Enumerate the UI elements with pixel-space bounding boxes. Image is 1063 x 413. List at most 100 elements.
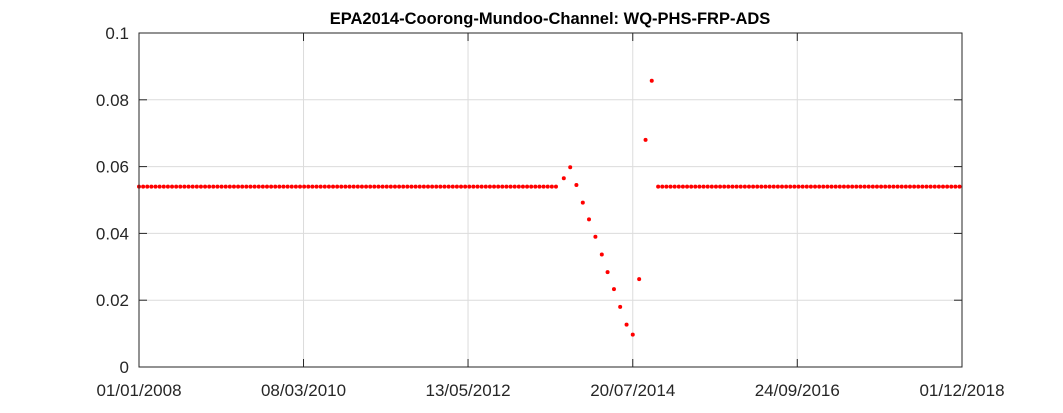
data-point xyxy=(347,184,352,189)
data-point xyxy=(870,184,875,189)
data-point xyxy=(264,184,269,189)
data-point xyxy=(384,184,389,189)
data-point xyxy=(231,184,236,189)
data-point xyxy=(459,184,464,189)
data-point xyxy=(293,184,298,189)
data-point xyxy=(792,184,797,189)
data-point xyxy=(285,184,290,189)
x-tick-label: 01/01/2008 xyxy=(96,381,181,400)
data-point xyxy=(660,184,665,189)
data-point xyxy=(862,184,867,189)
data-point xyxy=(664,184,669,189)
data-point xyxy=(804,184,809,189)
y-tick-label: 0.08 xyxy=(96,91,129,110)
ticks-layer: 01/01/2008 08/03/2010 13/05/2012 20/07/2014… xyxy=(96,24,1005,400)
data-point xyxy=(409,184,414,189)
data-point xyxy=(561,176,566,181)
data-point xyxy=(656,184,661,189)
data-point xyxy=(874,184,879,189)
data-point xyxy=(841,184,846,189)
data-point xyxy=(401,184,406,189)
data-point xyxy=(203,184,208,189)
data-point xyxy=(680,184,685,189)
data-point xyxy=(376,184,381,189)
data-point xyxy=(529,184,534,189)
data-point xyxy=(726,184,731,189)
data-point xyxy=(256,184,261,189)
data-point xyxy=(734,184,739,189)
data-point xyxy=(936,184,941,189)
data-point xyxy=(928,184,933,189)
data-point xyxy=(359,184,364,189)
data-point xyxy=(331,184,336,189)
x-tick-label: 01/12/2018 xyxy=(919,381,1004,400)
data-point xyxy=(611,287,616,292)
data-point xyxy=(924,184,929,189)
data-point xyxy=(397,184,402,189)
data-point xyxy=(496,184,501,189)
data-point xyxy=(388,184,393,189)
data-point xyxy=(751,184,756,189)
data-point xyxy=(533,184,538,189)
data-point xyxy=(207,184,212,189)
data-point xyxy=(907,184,912,189)
data-point xyxy=(240,184,245,189)
data-point xyxy=(525,184,530,189)
data-point xyxy=(689,184,694,189)
x-tick-label: 20/07/2014 xyxy=(590,381,675,400)
data-point xyxy=(219,184,224,189)
data-point xyxy=(817,184,822,189)
data-point xyxy=(637,277,642,282)
data-point xyxy=(434,184,439,189)
data-point xyxy=(775,184,780,189)
data-point xyxy=(471,184,476,189)
data-point xyxy=(738,184,743,189)
data-point xyxy=(446,184,451,189)
data-point xyxy=(289,184,294,189)
data-point xyxy=(314,184,319,189)
data-point xyxy=(372,184,377,189)
y-tick-label: 0.04 xyxy=(96,224,129,243)
data-point xyxy=(912,184,917,189)
data-point xyxy=(899,184,904,189)
data-point xyxy=(442,184,447,189)
data-point xyxy=(685,184,690,189)
data-point xyxy=(788,184,793,189)
data-point xyxy=(630,332,635,337)
data-point xyxy=(157,184,162,189)
data-point xyxy=(335,184,340,189)
y-tick-label: 0.1 xyxy=(105,24,129,43)
data-point xyxy=(310,184,315,189)
data-point xyxy=(808,184,813,189)
data-point xyxy=(438,184,443,189)
data-point xyxy=(178,184,183,189)
data-point xyxy=(355,184,360,189)
data-point xyxy=(306,184,311,189)
plot-frame xyxy=(138,32,963,368)
data-point xyxy=(153,184,158,189)
data-point xyxy=(858,184,863,189)
data-point xyxy=(780,184,784,189)
data-point xyxy=(223,184,228,189)
axes-layer xyxy=(138,32,963,368)
data-point xyxy=(742,184,747,189)
data-point xyxy=(796,184,801,189)
data-point xyxy=(837,184,842,189)
data-point xyxy=(322,184,327,189)
data-point xyxy=(252,184,257,189)
data-point xyxy=(825,184,830,189)
data-point xyxy=(705,184,710,189)
x-tick-label: 13/05/2012 xyxy=(425,381,510,400)
data-point xyxy=(508,184,513,189)
chart-title: EPA2014-Coorong-Mundoo-Channel: WQ-PHS-F… xyxy=(330,10,771,28)
data-point xyxy=(709,184,714,189)
data-point xyxy=(269,184,274,189)
data-point xyxy=(701,184,706,189)
data-point xyxy=(771,184,776,189)
grid-layer xyxy=(138,32,963,368)
data-point xyxy=(339,184,344,189)
data-point xyxy=(186,184,191,189)
data-point xyxy=(821,184,826,189)
data-point xyxy=(500,184,505,189)
